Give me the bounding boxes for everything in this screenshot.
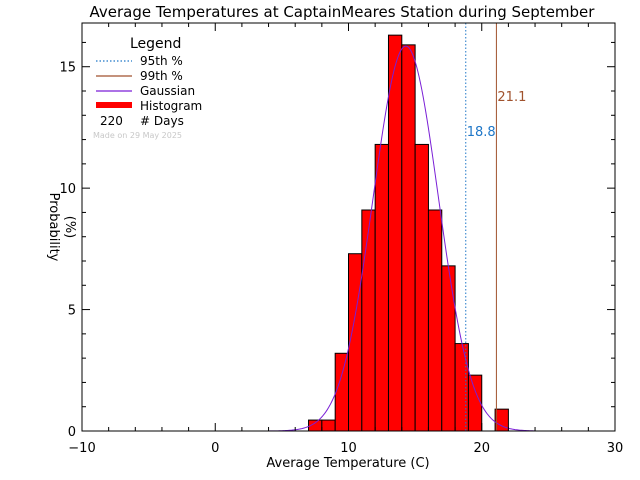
legend-days-label: # Days [140, 114, 184, 128]
histogram-bar [401, 44, 416, 432]
y-axis-units: (%) [62, 216, 77, 239]
legend: Legend 95th % 99th % Gaussian Histogram … [93, 36, 202, 140]
histogram-bar [374, 143, 389, 432]
y-tick-label: 10 [59, 182, 76, 197]
legend-title: Legend [130, 36, 181, 52]
x-tick-label: 0 [211, 441, 219, 456]
x-tick-label: 30 [607, 441, 624, 456]
histogram-bars [308, 34, 509, 432]
y-axis-label: Probability [46, 193, 61, 262]
legend-99th-label: 99th % [140, 69, 183, 83]
legend-days-count: 220 [100, 114, 123, 128]
histogram-bar [414, 143, 429, 432]
percentile-lines: 18.8 21.1 [465, 23, 526, 431]
y-tick-label: 15 [59, 61, 76, 76]
legend-gaussian-label: Gaussian [140, 84, 195, 98]
histogram-bar [334, 352, 349, 432]
x-tick-label: −10 [68, 441, 95, 456]
histogram-bar [427, 209, 443, 432]
histogram-bar [467, 374, 483, 432]
histogram-bar [348, 253, 363, 432]
y-axis: 0 5 10 15 [59, 41, 615, 440]
x-tick-label: 20 [473, 441, 490, 456]
histogram-bar [454, 343, 469, 432]
histogram-bar [361, 209, 376, 432]
x-tick-label: 10 [340, 441, 357, 456]
legend-histogram-label: Histogram [140, 99, 202, 113]
gaussian-curve-layer [268, 45, 536, 432]
histogram-bar [321, 419, 336, 432]
legend-95th-label: 95th % [140, 54, 183, 68]
histogram-bar [441, 265, 456, 432]
chart-title: Average Temperatures at CaptainMeares St… [90, 3, 596, 21]
percentile-95-label: 18.8 [467, 125, 496, 140]
x-axis: −10 0 10 20 30 [68, 23, 623, 456]
gaussian-curve [268, 45, 536, 432]
credit-note: Made on 29 May 2025 [93, 131, 182, 140]
y-tick-label: 5 [68, 304, 76, 319]
histogram-bar [387, 34, 403, 432]
percentile-99-label: 21.1 [497, 90, 526, 105]
y-tick-label: 0 [68, 425, 76, 440]
x-axis-label: Average Temperature (C) [266, 456, 429, 471]
